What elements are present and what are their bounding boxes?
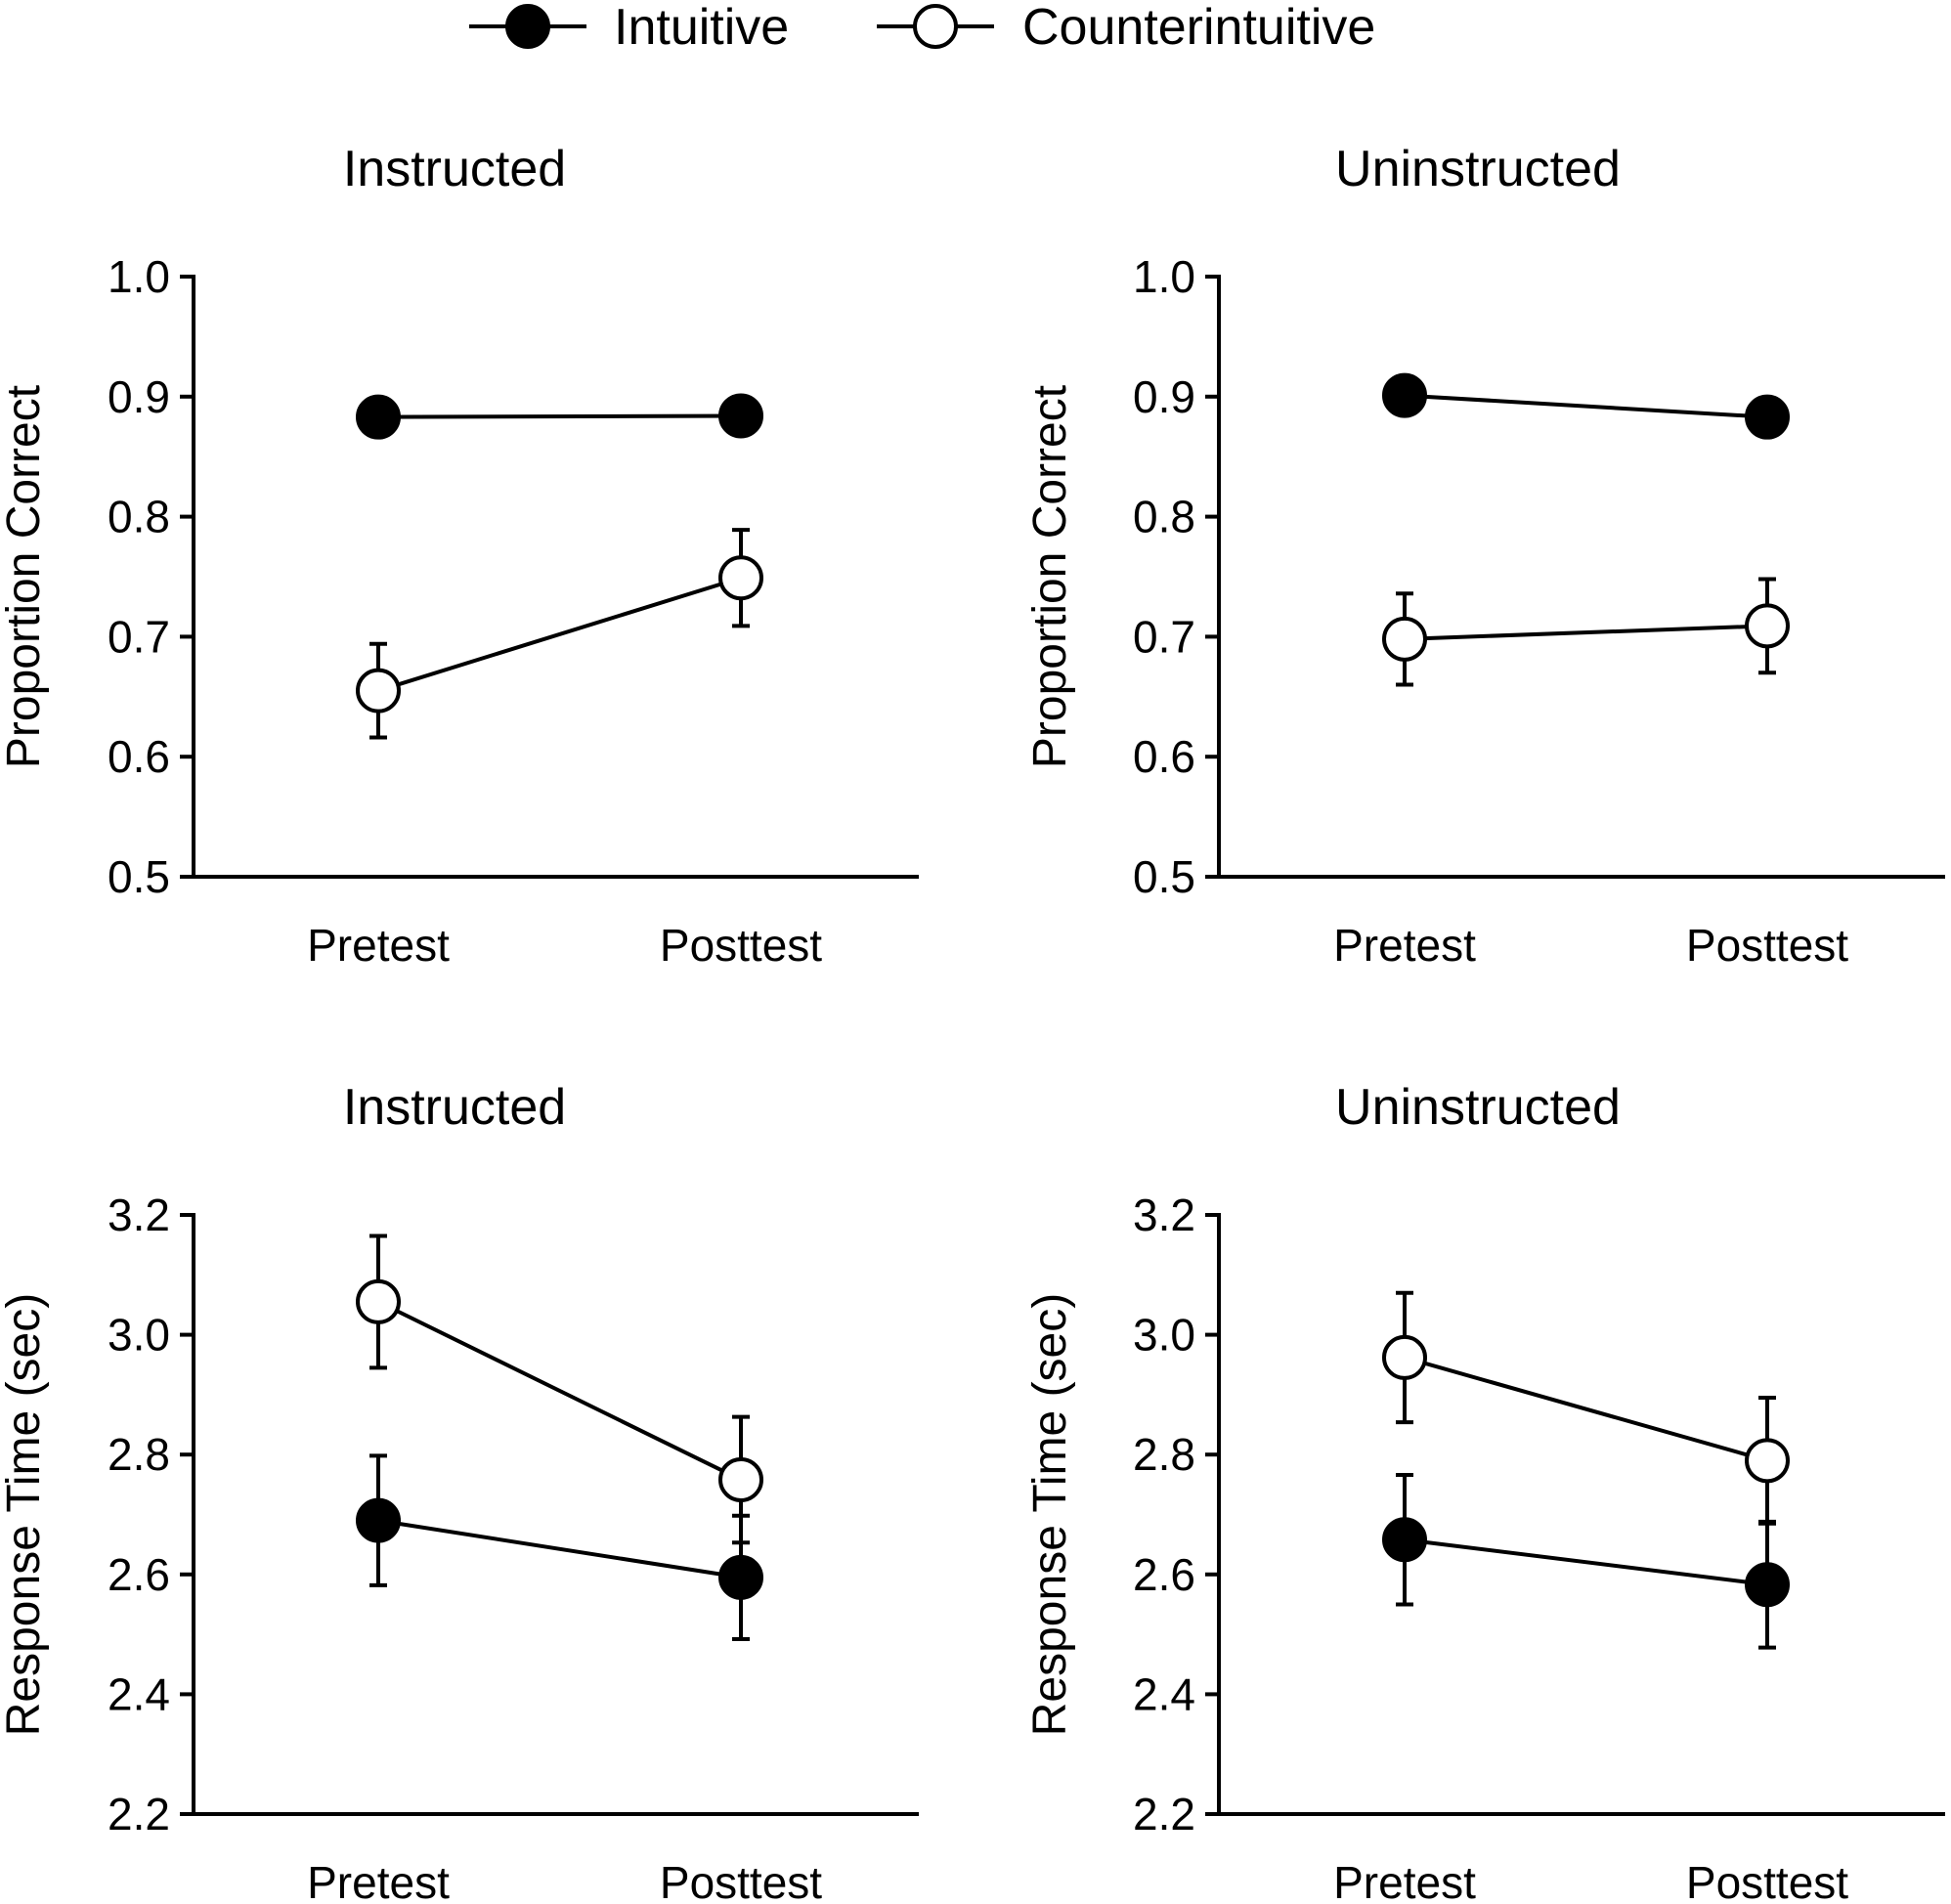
y-tick-label: 0.9 bbox=[1133, 371, 1195, 422]
panels: Instructed 0.5 0.6 0.7 0.8 0.9 1.0 Pretest Postt… bbox=[0, 141, 1945, 1904]
panel-title: Uninstructed bbox=[1335, 1079, 1621, 1136]
series-line bbox=[377, 413, 742, 419]
series-line bbox=[1404, 1355, 1768, 1463]
data-point bbox=[718, 393, 763, 439]
series-line bbox=[1404, 1537, 1768, 1587]
y-axis-label: Proportion Correct bbox=[0, 385, 50, 768]
legend-label: Intuitive bbox=[614, 0, 789, 56]
y-tick-label: 0.7 bbox=[108, 611, 170, 662]
y-tick-label: 0.6 bbox=[1133, 731, 1195, 782]
data-point bbox=[1382, 372, 1427, 418]
y-tick-label: 2.2 bbox=[1133, 1789, 1195, 1839]
data-point bbox=[356, 1497, 401, 1543]
y-tick-label: 2.8 bbox=[1133, 1429, 1195, 1480]
y-tick-label: 2.6 bbox=[108, 1549, 170, 1600]
series-intuitive bbox=[356, 1453, 763, 1642]
data-point bbox=[718, 1456, 763, 1502]
y-tick-label: 3.0 bbox=[108, 1310, 170, 1361]
legend: Intuitive Counterintuitive bbox=[469, 0, 1375, 56]
data-point bbox=[1382, 1334, 1427, 1380]
data-point bbox=[1745, 1438, 1790, 1484]
x-tick-label: Pretest bbox=[1333, 1857, 1476, 1904]
y-tick-label: 0.5 bbox=[1133, 851, 1195, 902]
y-tick-label: 2.4 bbox=[108, 1668, 170, 1719]
data-point bbox=[1382, 1517, 1427, 1563]
series-intuitive bbox=[1382, 372, 1790, 440]
y-tick-label: 2.4 bbox=[1133, 1668, 1195, 1719]
data-point bbox=[1745, 603, 1790, 649]
y-tick-label: 1.0 bbox=[108, 251, 170, 302]
y-tick-label: 2.6 bbox=[1133, 1549, 1195, 1600]
panel-rt-instructed: Instructed 2.2 2.4 2.6 2.8 3.0 3.2 Pretest Postt… bbox=[0, 1079, 919, 1904]
series-counterintuitive bbox=[356, 528, 763, 740]
panel-accuracy-instructed: Instructed 0.5 0.6 0.7 0.8 0.9 1.0 Pretest Postt… bbox=[0, 141, 919, 971]
y-tick-label: 0.8 bbox=[1133, 492, 1195, 542]
series-counterintuitive bbox=[1382, 577, 1790, 687]
y-tick-label: 0.8 bbox=[108, 492, 170, 542]
x-tick-label: Posttest bbox=[1686, 1857, 1848, 1904]
data-point bbox=[1382, 616, 1427, 662]
y-tick-label: 2.8 bbox=[108, 1429, 170, 1480]
y-tick-label: 0.6 bbox=[108, 731, 170, 782]
x-tick-label: Posttest bbox=[660, 920, 822, 971]
data-point bbox=[1745, 394, 1790, 440]
data-point bbox=[356, 394, 401, 440]
data-point bbox=[356, 1278, 401, 1324]
data-point bbox=[356, 668, 401, 714]
series-line bbox=[377, 576, 742, 693]
series-line bbox=[377, 1300, 742, 1482]
y-tick-label: 3.2 bbox=[1133, 1190, 1195, 1240]
legend-item-intuitive: Intuitive bbox=[469, 0, 789, 56]
y-tick-label: 3.2 bbox=[108, 1190, 170, 1240]
series-line bbox=[1404, 393, 1768, 419]
y-tick-label: 0.5 bbox=[108, 851, 170, 902]
panel-title: Uninstructed bbox=[1335, 141, 1621, 197]
legend-marker bbox=[913, 4, 958, 49]
x-tick-label: Posttest bbox=[660, 1857, 822, 1904]
legend-item-counterintuitive: Counterintuitive bbox=[877, 0, 1375, 56]
x-tick-label: Pretest bbox=[307, 1857, 450, 1904]
panel-title: Instructed bbox=[343, 141, 566, 197]
data-point bbox=[718, 1554, 763, 1600]
panel-title: Instructed bbox=[343, 1079, 566, 1136]
series-intuitive bbox=[1382, 1473, 1790, 1650]
y-axis-label: Proportion Correct bbox=[1024, 385, 1076, 768]
x-tick-label: Pretest bbox=[1333, 920, 1476, 971]
y-tick-label: 0.9 bbox=[108, 371, 170, 422]
series-counterintuitive bbox=[1382, 1290, 1790, 1526]
panel-rt-uninstructed: Uninstructed 2.2 2.4 2.6 2.8 3.0 3.2 Pretest Pos… bbox=[1024, 1079, 1945, 1904]
y-axis-label: Response Time (sec) bbox=[0, 1293, 50, 1737]
y-axis-label: Response Time (sec) bbox=[1024, 1293, 1076, 1737]
legend-marker bbox=[505, 4, 550, 49]
legend-label: Counterintuitive bbox=[1022, 0, 1375, 56]
y-tick-label: 0.7 bbox=[1133, 611, 1195, 662]
data-point bbox=[1745, 1562, 1790, 1608]
y-tick-label: 2.2 bbox=[108, 1789, 170, 1839]
x-tick-label: Posttest bbox=[1686, 920, 1848, 971]
y-tick-label: 3.0 bbox=[1133, 1310, 1195, 1361]
y-tick-label: 1.0 bbox=[1133, 251, 1195, 302]
x-tick-label: Pretest bbox=[307, 920, 450, 971]
series-counterintuitive bbox=[356, 1233, 763, 1545]
series-intuitive bbox=[356, 393, 763, 440]
panel-accuracy-uninstructed: Uninstructed 0.5 0.6 0.7 0.8 0.9 1.0 Pretest Pos… bbox=[1024, 141, 1945, 971]
series-line bbox=[1404, 624, 1768, 641]
series-line bbox=[377, 1518, 742, 1579]
data-point bbox=[718, 555, 763, 601]
